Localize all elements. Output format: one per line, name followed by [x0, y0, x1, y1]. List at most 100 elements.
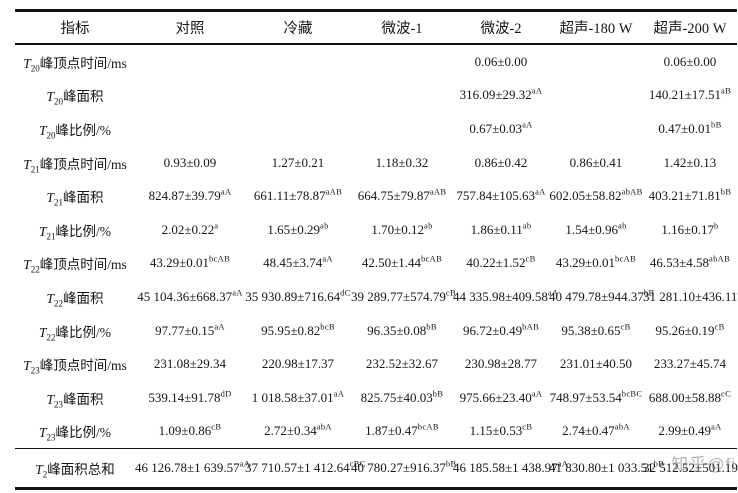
- table-cell: 975.66±23.40aA: [459, 388, 543, 405]
- row-label: T22峰顶点时间/ms: [23, 257, 127, 276]
- table-cell: 231.08±29.34: [153, 356, 227, 372]
- table-cell: 46.53±4.58abAB: [649, 254, 731, 271]
- table-cell: 96.72±0.49bAB: [462, 321, 540, 338]
- row-label: T22峰面积: [46, 290, 104, 309]
- table-cell: 1 018.58±37.01aA: [251, 388, 345, 405]
- table-cell: 43.29±0.01bcAB: [555, 254, 637, 271]
- table-cell: 233.27±45.74: [653, 356, 727, 372]
- data-table: 指标 对照 冷藏 微波-1 微波-2 超声-180 W 超声-200 W T20…: [15, 9, 738, 491]
- column-header-chilled: 冷藏: [245, 10, 351, 45]
- table-cell: 316.09±29.32aA: [459, 86, 543, 103]
- table-cell: 46 126.78±1 639.57aA: [135, 448, 250, 489]
- table-cell: 43.29±0.01bcAB: [149, 254, 231, 271]
- table-body: T20峰顶点时间/ms 0.06±0.00 0.06±0.00 T20峰面积 316.0…: [15, 44, 738, 489]
- table-cell: 1.42±0.13: [663, 154, 717, 170]
- row-label: T23峰面积: [46, 391, 104, 410]
- row-label: T22峰比例/%: [38, 324, 111, 343]
- row-label: T23峰顶点时间/ms: [23, 358, 127, 376]
- table-row: T21峰顶点时间/ms 0.93±0.09 1.27±0.21 1.18±0.32 0.…: [15, 146, 737, 180]
- table-cell: 1.54±0.96ab: [565, 220, 627, 237]
- table-cell: 539.14±91.78dD: [148, 388, 232, 405]
- table-cell: 230.98±28.77: [464, 356, 538, 372]
- column-header-microwave2: 微波-2: [453, 10, 549, 45]
- table-cell: 1.70±0.12ab: [371, 220, 433, 237]
- data-table-container: 指标 对照 冷藏 微波-1 微波-2 超声-180 W 超声-200 W T20…: [15, 9, 738, 491]
- table-cell: 45 104.36±668.37aA: [137, 287, 243, 304]
- table-cell: 42.50±1.44bcAB: [361, 254, 443, 271]
- table-cell: 1.15±0.53cB: [469, 422, 533, 439]
- table-cell: 825.75±40.03bB: [360, 388, 444, 405]
- table-cell: 48.45±3.74aA: [263, 254, 333, 271]
- table-cell: 2.72±0.34abA: [264, 422, 332, 439]
- table-cell: 232.52±32.67: [365, 356, 439, 372]
- table-row: T20峰面积 316.09±29.32aA 140.21±17.51aB: [15, 79, 737, 113]
- table-cell: 2.02±0.22a: [161, 220, 219, 237]
- table-cell: 32 512.52±501.19cC: [643, 448, 738, 489]
- table-cell: 2.99±0.49aA: [658, 422, 722, 439]
- row-label: T21峰顶点时间/ms: [23, 156, 127, 175]
- table-cell: [245, 44, 351, 79]
- table-cell: 0.06±0.00: [474, 53, 528, 69]
- table-cell: 1.65±0.29ab: [267, 220, 329, 237]
- table-row: T23峰比例/% 1.09±0.86cB 2.72±0.34abA 1.87±0.47…: [15, 415, 737, 449]
- table-row: T23峰面积 539.14±91.78dD 1 018.58±37.01aA 825.…: [15, 381, 737, 415]
- table-cell: 35 930.89±716.64dC: [245, 287, 351, 304]
- table-cell: 95.26±0.19cB: [655, 321, 725, 338]
- row-label: T20峰比例/%: [38, 122, 111, 141]
- row-label: T23峰比例/%: [38, 425, 111, 444]
- table-cell: 664.75±79.87aAB: [357, 186, 447, 204]
- table-cell: 1.09±0.86cB: [158, 422, 222, 439]
- table-cell: 1.87±0.47bcAB: [365, 422, 439, 439]
- table-cell: 37 710.57±1 412.64cBC: [245, 448, 365, 489]
- column-header-index: 指标: [15, 10, 135, 45]
- table-cell: 0.67±0.03aA: [469, 119, 533, 136]
- table-cell: 1.86±0.11ab: [470, 220, 532, 237]
- table-row: T2峰面积总和 46 126.78±1 639.57aA 37 710.57±1 4…: [15, 448, 738, 489]
- table-cell: [351, 112, 453, 146]
- table-cell: 46 185.58±1 438.97aA: [453, 448, 568, 489]
- row-label: T21峰面积: [46, 190, 104, 208]
- table-row: T21峰比例/% 2.02±0.22a 1.65±0.29ab 1.70±0.12ab…: [15, 213, 737, 247]
- table-cell: 39 289.77±574.79cB: [351, 287, 456, 304]
- row-label: T21峰比例/%: [38, 223, 111, 242]
- table-cell: 661.11±78.87aAB: [253, 186, 343, 204]
- table-cell: 1.27±0.21: [271, 154, 325, 170]
- table-cell: 1.18±0.32: [375, 154, 429, 170]
- table-cell: [135, 79, 245, 113]
- table-cell: [549, 112, 643, 146]
- table-cell: 748.97±53.54bcBC: [549, 388, 643, 405]
- table-row: T22峰面积 45 104.36±668.37aA 35 930.89±716.64…: [15, 280, 738, 314]
- table-cell: [351, 79, 453, 113]
- table-cell: 40.22±1.52cB: [466, 254, 536, 271]
- column-header-control: 对照: [135, 10, 245, 45]
- table-cell: 757.84±105.63aA: [456, 186, 546, 204]
- column-header-ultrasound180: 超声-180 W: [549, 10, 643, 45]
- table-cell: 95.95±0.82bcB: [261, 321, 335, 338]
- table-cell: 403.21±71.81bB: [648, 186, 732, 204]
- table-row: T23峰顶点时间/ms 231.08±29.34 220.98±17.37 232.5…: [15, 347, 737, 381]
- table-cell: 0.86±0.42: [474, 154, 528, 170]
- column-header-ultrasound200: 超声-200 W: [643, 10, 737, 45]
- table-cell: 2.74±0.47abA: [562, 422, 630, 439]
- table-row: T21峰面积 824.87±39.79aA 661.11±78.87aAB 664.7…: [15, 179, 737, 213]
- table-row: T22峰顶点时间/ms 43.29±0.01bcAB 48.45±3.74aA 42.…: [15, 247, 737, 281]
- table-cell: [351, 44, 453, 79]
- table-cell: 0.06±0.00: [663, 53, 717, 69]
- table-cell: 97.77±0.15aA: [155, 321, 225, 338]
- row-label: T20峰顶点时间/ms: [23, 55, 127, 74]
- table-cell: 0.47±0.01bB: [658, 119, 722, 136]
- table-cell: 824.87±39.79aA: [148, 186, 232, 204]
- table-cell: [135, 112, 245, 146]
- table-cell: 44 335.98±409.58aA: [453, 287, 559, 304]
- table-row: T22峰比例/% 97.77±0.15aA 95.95±0.82bcB 96.35±0…: [15, 314, 737, 348]
- table-cell: 95.38±0.65cB: [561, 321, 631, 338]
- row-label: T20峰面积: [46, 89, 104, 108]
- table-cell: [549, 44, 643, 79]
- table-cell: 96.35±0.08bB: [367, 321, 437, 338]
- table-row: T20峰顶点时间/ms 0.06±0.00 0.06±0.00: [15, 44, 737, 79]
- table-cell: 0.86±0.41: [569, 154, 623, 170]
- table-cell: 688.00±58.88cC: [648, 388, 732, 405]
- table-cell: 140.21±17.51aB: [648, 86, 732, 103]
- table-cell: 1.16±0.17b: [661, 220, 719, 237]
- table-cell: 40 780.27±916.37bB: [351, 448, 456, 489]
